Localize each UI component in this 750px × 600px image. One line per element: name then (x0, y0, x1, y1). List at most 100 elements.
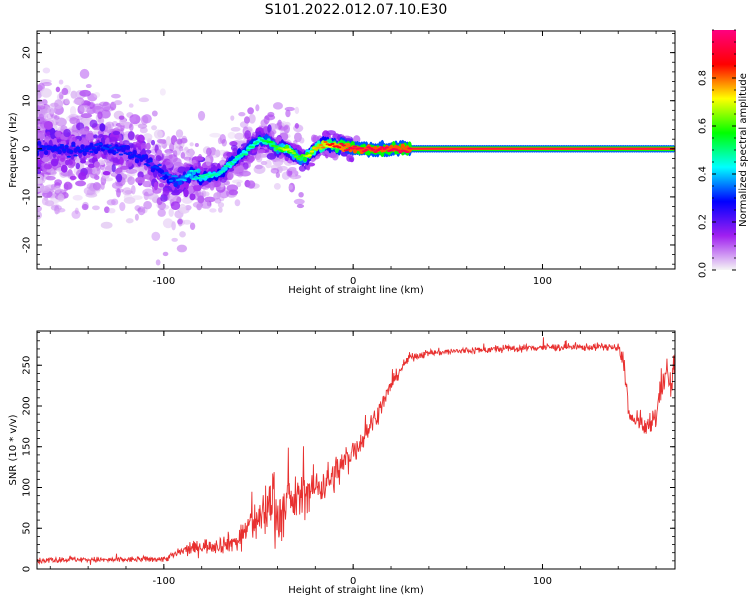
snr-x-tick-label: 100 (533, 576, 552, 587)
spectrogram-y-axis-label: Frequency (Hz) (8, 112, 19, 188)
noise-blob (265, 159, 272, 169)
ridge-band-segment (405, 150, 410, 153)
noise-blob (283, 124, 291, 134)
noise-blob (104, 206, 110, 214)
ridge-band-segment (189, 169, 194, 172)
ridge-band-segment (187, 173, 192, 176)
signal-blob (60, 164, 68, 173)
noise-blob (206, 200, 211, 210)
signal-blob (37, 126, 41, 132)
ridge-band-segment (157, 164, 162, 167)
noise-blob (238, 112, 246, 117)
noise-blob (49, 107, 55, 117)
signal-blob (69, 175, 77, 181)
colorbar: 0.0 0.2 0.4 0.6 0.8 Normalized spectral ampl… (698, 29, 749, 278)
signal-blob (193, 163, 199, 169)
ridge-band-segment (350, 147, 355, 150)
ridge-band-segment (346, 148, 351, 151)
ridge-band-segment (230, 163, 235, 166)
spectrogram-y-tick-label: 20 (22, 46, 33, 59)
noise-blob (46, 107, 56, 114)
noise-blob (72, 194, 83, 201)
colorbar-tick-label: 0.4 (698, 166, 709, 182)
ridge-band-segment (141, 154, 146, 157)
noise-blob (111, 93, 121, 99)
signal-blob (43, 163, 53, 170)
noise-blob (248, 114, 256, 124)
ridge-band-segment (112, 150, 117, 156)
ridge-band-segment (330, 142, 335, 145)
signal-blob (79, 128, 90, 135)
noise-blob (142, 188, 155, 197)
ridge-band-segment (43, 150, 49, 156)
ridge-band-segment (221, 170, 226, 173)
noise-blob (270, 167, 280, 174)
ridge-band-segment (173, 175, 178, 178)
signal-blob (88, 158, 98, 163)
signal-blob (112, 157, 120, 164)
ridge-band-segment (37, 140, 42, 146)
noise-blob (58, 79, 64, 85)
ridge-band-segment (384, 146, 390, 149)
noise-blob (209, 132, 222, 138)
noise-blob (97, 111, 103, 120)
signal-blob (54, 130, 62, 138)
noise-blob (298, 191, 304, 198)
noise-blob (284, 106, 295, 112)
signal-blob (65, 159, 70, 166)
noise-blob (54, 99, 63, 110)
noise-blob (93, 91, 101, 98)
noise-blob (165, 136, 172, 146)
ridge-band-segment (255, 141, 260, 144)
noise-blob (234, 199, 241, 207)
noise-blob (72, 123, 77, 134)
ridge-band-segment (87, 147, 92, 150)
ridge-band-segment (73, 154, 78, 157)
ridge-band-segment (62, 148, 67, 151)
snr-marks (37, 337, 675, 565)
signal-blob (162, 187, 170, 197)
signal-blob (229, 141, 238, 147)
noise-blob (202, 191, 210, 197)
signal-blob (125, 160, 133, 167)
signal-blob (235, 165, 245, 173)
noise-blob (80, 113, 93, 119)
noise-blob (205, 159, 212, 166)
noise-blob (85, 84, 92, 89)
noise-blob (157, 208, 166, 217)
signal-blob (155, 155, 162, 162)
noise-blob (129, 123, 134, 132)
signal-blob (257, 148, 266, 154)
noise-blob (260, 119, 268, 127)
ridge-band-segment (198, 174, 203, 177)
noise-blob (254, 164, 263, 170)
ridge-band-segment (298, 155, 303, 158)
noise-blob (107, 207, 116, 214)
noise-blob (180, 152, 186, 159)
ridge-band-segment (302, 156, 308, 162)
ridge-band-segment (196, 168, 201, 174)
signal-blob (140, 142, 147, 151)
snr-series-line (37, 337, 675, 565)
snr-y-tick-label: 0 (22, 566, 33, 572)
noise-blob (138, 97, 150, 103)
noise-blob (98, 159, 106, 166)
noise-blob (111, 181, 123, 190)
signal-blob (311, 134, 317, 143)
ridge-band-segment (46, 148, 51, 151)
ridge-band-segment (168, 179, 174, 182)
noise-blob (56, 93, 63, 101)
ridge-band-segment (216, 173, 221, 176)
snr-frame (36, 330, 676, 570)
noise-blob (111, 121, 119, 127)
spectrogram-frame (36, 30, 676, 270)
ridge-band-segment (116, 146, 121, 149)
noise-blob (129, 114, 141, 125)
snr-y-tick-label: 50 (22, 522, 33, 535)
noise-blob (285, 109, 291, 118)
noise-blob (122, 187, 132, 196)
colorbar-ticks: 0.0 0.2 0.4 0.6 0.8 (698, 29, 736, 278)
noise-blob (143, 201, 152, 210)
ridge-band-segment (96, 146, 101, 152)
noise-blob (153, 129, 163, 139)
